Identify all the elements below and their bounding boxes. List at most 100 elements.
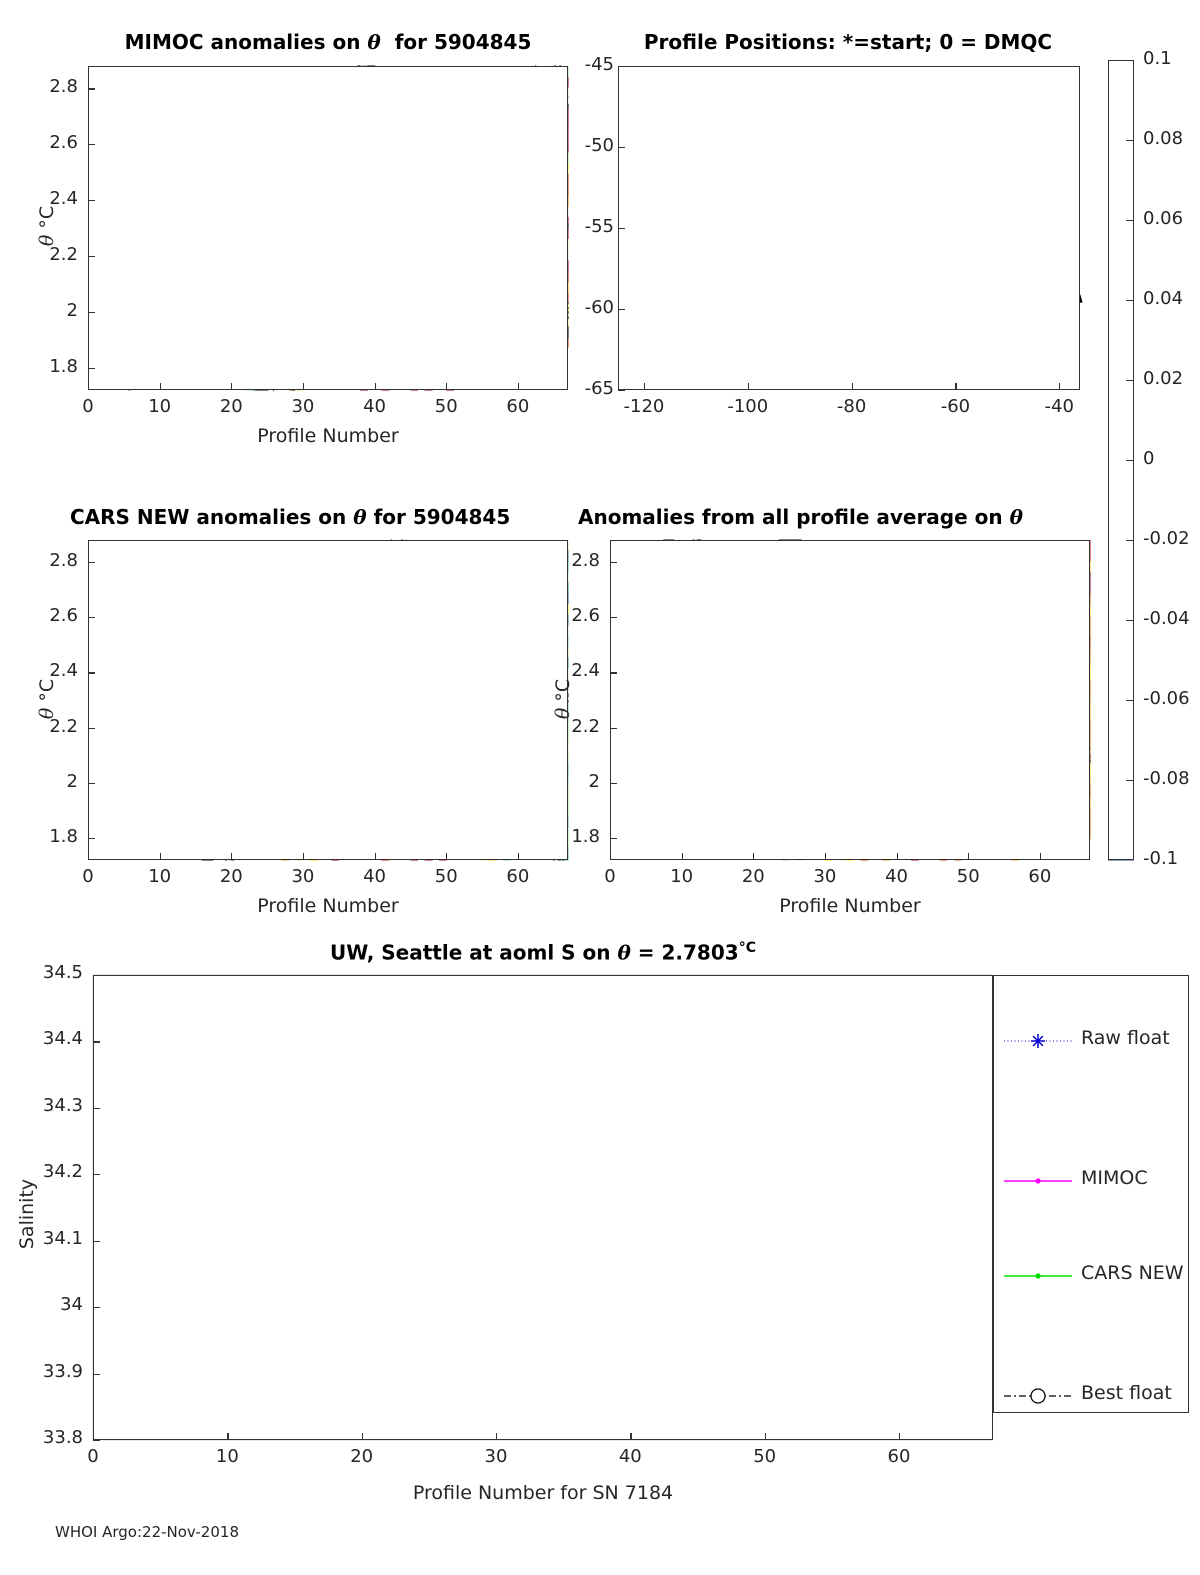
degree-c-unit: °C [738, 940, 756, 956]
y-tick: 2.2 [49, 243, 78, 265]
y-tick: 2.8 [49, 550, 78, 572]
salinity-y-tickmark [93, 1174, 100, 1176]
y-tick: 2.2 [49, 715, 78, 737]
salinity-y-tick: 34.5 [42, 962, 83, 983]
salinity-x-tick: 30 [484, 1446, 508, 1467]
allavg-anomaly-plot[interactable] [610, 539, 1091, 861]
y-tick: 2.4 [49, 660, 78, 682]
mimoc-anomaly-plot[interactable] [88, 65, 569, 392]
x-tickmark [159, 383, 161, 390]
y-tickmark [88, 255, 95, 258]
cars-anomaly-plot[interactable] [88, 539, 569, 861]
y-tick: 2.8 [49, 76, 78, 98]
salinity-y-tickmark [93, 1041, 100, 1043]
x-tick: 10 [670, 866, 694, 887]
salinity-y-tick: 34 [60, 1294, 83, 1316]
salinity-x-tick: 0 [87, 1446, 99, 1467]
y-tickmark [610, 672, 617, 674]
salinity-y-tickmark [93, 1240, 100, 1242]
x-tickmark [446, 853, 448, 860]
x-tickmark [231, 383, 233, 390]
salinity-x-tickmark [630, 1433, 632, 1440]
map-panel-title: Profile Positions: *=start; 0 = DMQC [643, 30, 1053, 54]
x-tickmark [1039, 853, 1042, 860]
x-tick: 60 [506, 396, 530, 417]
x-tick: 40 [363, 866, 387, 887]
salinity-x-tick: 60 [887, 1446, 911, 1467]
y-tickmark [88, 311, 95, 313]
colorbar-tick: 0.02 [1143, 368, 1184, 389]
profile-positions-map[interactable]: * [618, 66, 1083, 390]
y-tick: 2.8 [571, 550, 600, 572]
salinity-x-tickmark [93, 1433, 95, 1440]
x-tickmark [88, 383, 90, 390]
colorbar-tick: -0.08 [1143, 768, 1190, 789]
map-x-tick: -100 [727, 396, 769, 417]
x-tick: 20 [741, 866, 765, 887]
x-tick: 30 [291, 866, 315, 887]
y-tickmark [88, 88, 95, 90]
salinity-y-tickmark [93, 975, 100, 977]
salinity-y-tick: 33.8 [42, 1427, 83, 1448]
legend-label-best-float: Best float [1081, 1382, 1172, 1404]
y-tickmark [88, 617, 95, 619]
y-tickmark [88, 782, 95, 784]
mimoc-panel-title: MIMOC anomalies on θ for 5904845 [88, 30, 568, 54]
salinity-panel-title: UW, Seattle at aoml S on θ = 2.7803°C [330, 940, 756, 965]
map-x-tickmark [643, 383, 646, 390]
colorbar-tickmark [1126, 220, 1134, 222]
x-tick: 0 [82, 866, 94, 887]
x-tick: 30 [813, 866, 837, 887]
allavg-x-axis-label: Profile Number [779, 895, 921, 917]
salinity-x-tick: 20 [350, 1446, 374, 1467]
colorbar-tick: 0 [1143, 448, 1155, 469]
x-tickmark [753, 853, 755, 860]
colorbar-tick: -0.02 [1143, 528, 1190, 549]
x-tickmark [610, 853, 612, 860]
y-tickmark [88, 562, 95, 564]
x-tick: 10 [148, 396, 172, 417]
map-y-tick: -45 [584, 54, 614, 75]
salinity-y-tickmark [93, 1307, 100, 1309]
x-tick: 40 [885, 866, 909, 887]
x-tickmark [231, 853, 233, 860]
salinity-y-tick: 33.9 [42, 1360, 83, 1382]
x-tick: 50 [434, 866, 458, 887]
salinity-x-tickmark [361, 1433, 363, 1440]
colorbar-tick: 0.08 [1143, 128, 1184, 149]
colorbar-tickmark [1126, 460, 1134, 462]
x-tick: 0 [82, 396, 94, 417]
colorbar-tick: -0.06 [1143, 688, 1190, 709]
x-tickmark [968, 853, 970, 860]
y-tickmark [88, 200, 95, 202]
y-tick: 2.4 [49, 188, 78, 210]
colorbar-tickmark [1126, 780, 1134, 782]
x-tick: 10 [148, 866, 172, 887]
theta-symbol: θ [367, 30, 381, 54]
y-tick: 2.6 [49, 605, 78, 627]
colorbar-tick: 0.06 [1143, 208, 1184, 229]
map-x-tickmark [747, 383, 749, 390]
x-tickmark [896, 853, 898, 860]
y-tick: 2 [66, 770, 78, 792]
y-tick: 1.8 [571, 825, 600, 847]
salinity-plot[interactable] [92, 974, 993, 1441]
x-tickmark [517, 853, 520, 860]
map-y-tickmark [618, 66, 625, 68]
colorbar-tick: 0.04 [1143, 288, 1184, 309]
salinity-x-tick: 50 [753, 1446, 777, 1467]
salinity-y-tick: 34.4 [42, 1028, 83, 1050]
colorbar-tickmark [1126, 300, 1134, 302]
x-tickmark [374, 853, 376, 860]
salinity-x-axis-label: Profile Number for SN 7184 [412, 1482, 674, 1504]
allavg-panel-title: Anomalies from all profile average on θ [578, 505, 1023, 529]
x-tickmark [446, 383, 448, 390]
map-x-tick: -120 [623, 396, 665, 417]
salinity-x-tickmark [227, 1433, 229, 1440]
colorbar-tickmark [1126, 380, 1134, 382]
map-x-tickmark [955, 383, 957, 390]
x-tickmark [824, 853, 827, 860]
y-tickmark [610, 727, 617, 729]
map-y-tick: -60 [584, 297, 614, 318]
x-tickmark [159, 853, 161, 860]
